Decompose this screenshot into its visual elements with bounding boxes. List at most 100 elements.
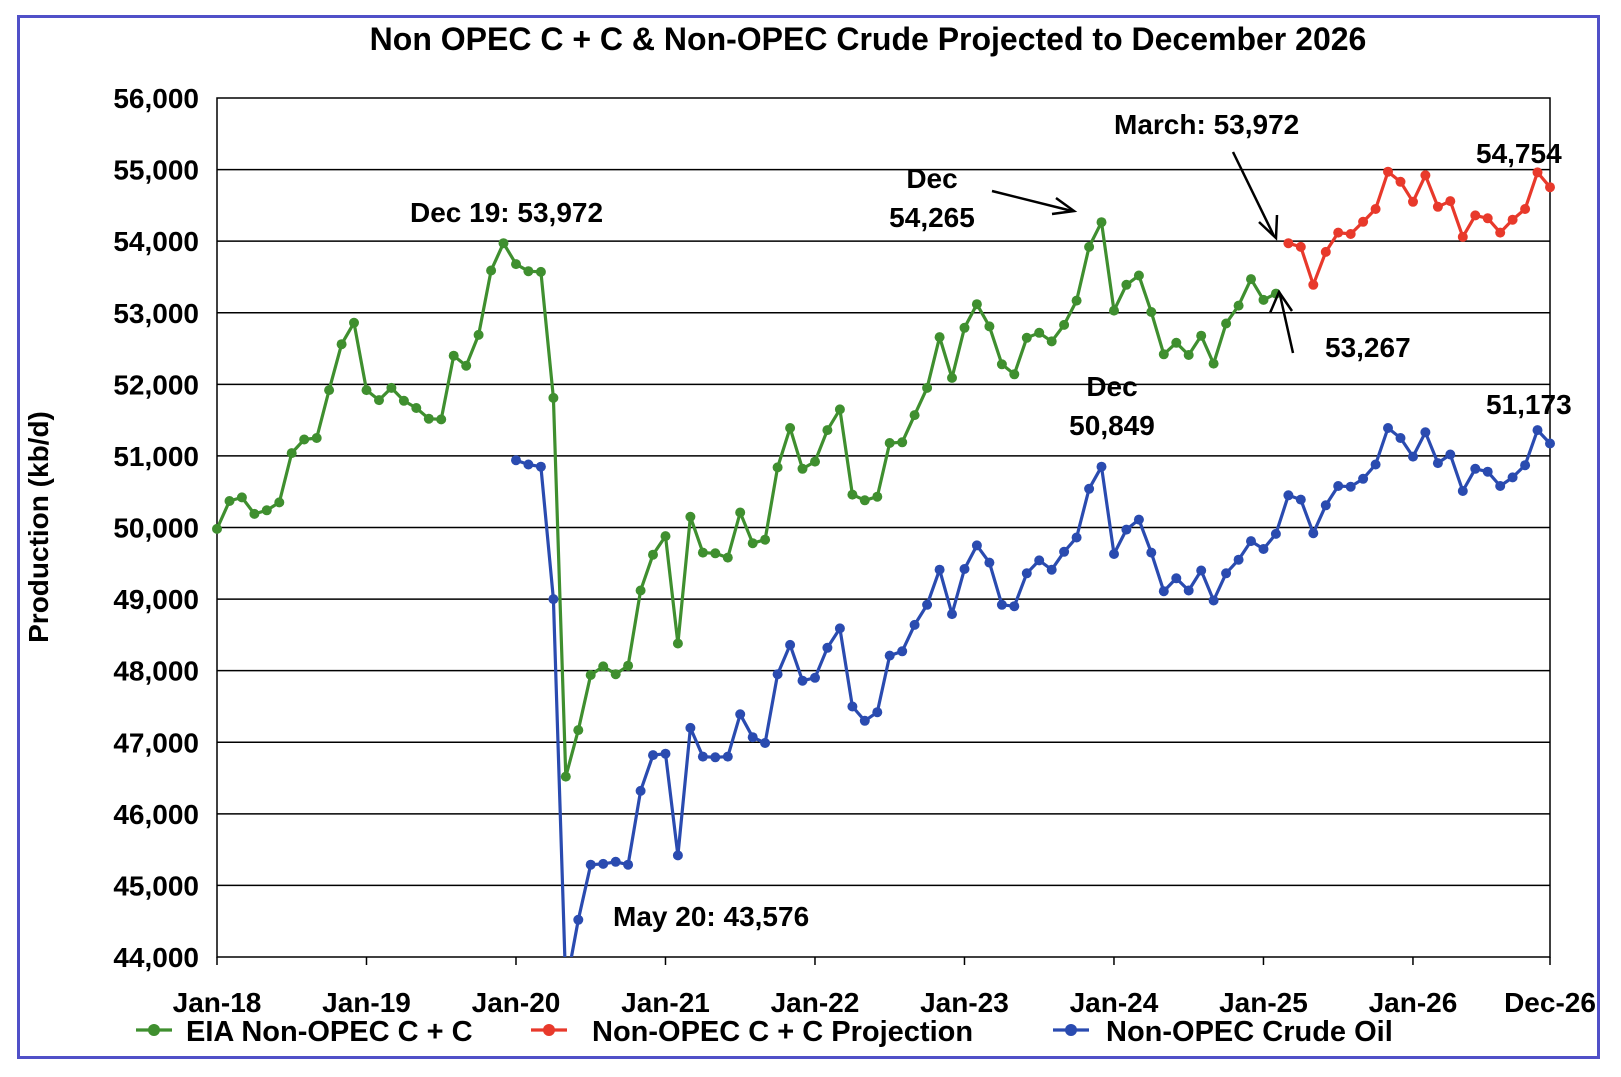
data-point	[224, 496, 235, 506]
data-point	[797, 463, 808, 474]
arrow-dec-green-head	[1051, 196, 1078, 216]
data-point	[1445, 449, 1456, 460]
data-point	[1109, 305, 1119, 316]
legend: EIA Non-OPEC C + C Non-OPEC C + C Project…	[136, 1016, 1393, 1048]
data-point	[648, 750, 658, 761]
data-point	[772, 462, 783, 473]
data-point	[722, 552, 733, 563]
data-point	[1408, 451, 1418, 462]
data-point	[261, 505, 272, 516]
data-point	[1133, 514, 1144, 525]
data-point	[934, 332, 945, 343]
data-point	[685, 511, 696, 522]
data-point	[486, 265, 497, 276]
data-point	[971, 299, 982, 310]
annotation-dec19: Dec 19: 53,972	[410, 197, 603, 228]
data-point	[436, 414, 447, 425]
x-tick-label: Jan-26	[1369, 987, 1458, 1018]
data-point	[785, 639, 796, 650]
data-point	[1121, 524, 1132, 535]
data-point	[1233, 554, 1244, 565]
data-point	[760, 738, 771, 748]
data-point	[1370, 459, 1381, 470]
data-point	[423, 413, 434, 424]
data-point	[1183, 585, 1194, 596]
data-point	[772, 669, 783, 680]
data-point	[535, 266, 546, 277]
data-point	[535, 461, 546, 472]
annotation-dec-label: Dec	[906, 163, 957, 194]
data-point	[1084, 483, 1095, 494]
series-group	[212, 166, 1555, 957]
data-point	[859, 715, 870, 726]
data-point	[909, 619, 920, 630]
data-point	[1420, 427, 1431, 438]
y-tick-label: 44,000	[113, 942, 199, 973]
data-point	[1171, 337, 1182, 348]
series-2	[511, 423, 1555, 957]
data-point	[1221, 568, 1232, 579]
annotation-march: March: 53,972	[1114, 109, 1299, 140]
data-point	[1495, 227, 1506, 238]
data-point	[511, 455, 521, 466]
annotation-dec-blue-label: Dec	[1086, 371, 1137, 402]
series-0	[212, 217, 1281, 782]
data-point	[822, 425, 833, 436]
data-point	[511, 259, 521, 270]
data-point	[349, 317, 359, 328]
data-point	[585, 670, 596, 680]
data-point	[747, 732, 758, 743]
legend-marker	[1065, 1024, 1077, 1036]
data-point	[398, 395, 409, 406]
data-point	[1457, 231, 1468, 242]
data-point	[473, 329, 484, 340]
data-point	[1482, 213, 1493, 224]
data-point	[872, 707, 883, 718]
x-tick-label: Dec-26	[1504, 987, 1596, 1018]
data-point	[1158, 586, 1169, 597]
x-tick-label: Jan-19	[322, 987, 411, 1018]
annotation-dec-value: 54,265	[889, 202, 975, 233]
data-point	[1171, 573, 1182, 584]
data-point	[810, 456, 820, 467]
data-point	[1345, 229, 1356, 239]
data-point	[1233, 300, 1244, 311]
data-point	[1183, 350, 1194, 360]
data-point	[1258, 544, 1269, 554]
data-point	[1408, 196, 1418, 207]
y-tick-label: 51,000	[113, 441, 199, 472]
data-point	[859, 495, 870, 506]
annotations: Dec 19: 53,972 Dec 54,265 March: 53,972 …	[410, 109, 1572, 932]
data-point	[1470, 463, 1481, 474]
y-tick-label: 50,000	[113, 513, 199, 544]
data-point	[1258, 294, 1269, 305]
data-point	[1308, 279, 1319, 290]
data-point	[1158, 349, 1169, 360]
y-tick-label: 47,000	[113, 727, 199, 758]
data-point	[1482, 466, 1493, 477]
data-point	[884, 438, 895, 448]
data-point	[336, 339, 347, 350]
data-point	[1495, 481, 1506, 491]
y-tick-label: 49,000	[113, 584, 199, 615]
data-point	[1009, 369, 1020, 380]
data-point	[710, 752, 721, 763]
data-point	[274, 497, 285, 508]
data-point	[1520, 460, 1531, 471]
data-point	[672, 850, 683, 861]
x-tick-label: Jan-18	[173, 987, 262, 1018]
data-point	[598, 858, 609, 869]
data-point	[996, 359, 1007, 370]
arrow-last-green-head	[1268, 289, 1294, 314]
data-point	[299, 434, 310, 445]
y-tick-label: 45,000	[113, 870, 199, 901]
data-point	[236, 492, 247, 503]
data-point	[1133, 270, 1144, 281]
data-point	[1395, 176, 1406, 187]
data-point	[984, 557, 995, 568]
data-point	[1445, 196, 1456, 207]
annotation-dec-blue-value: 50,849	[1069, 410, 1155, 441]
data-point	[735, 507, 746, 518]
data-point	[1109, 549, 1119, 559]
data-point	[1046, 336, 1057, 347]
